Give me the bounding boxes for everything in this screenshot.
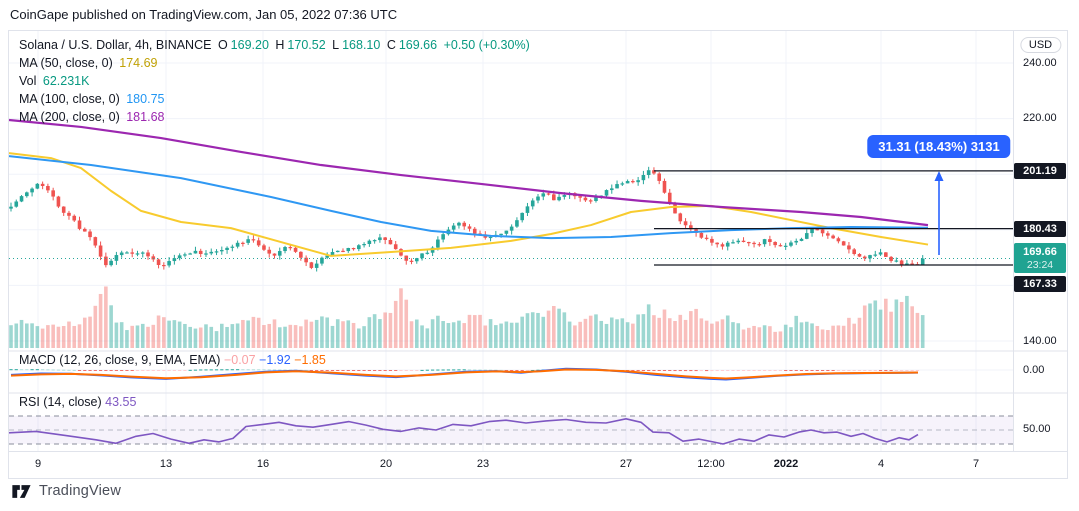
- attribution-text: CoinGape published on TradingView.com, J…: [10, 7, 398, 22]
- legend-ma200-row[interactable]: MA (200, close, 0) 181.68: [19, 108, 533, 126]
- time-tick-label: 4: [877, 458, 885, 470]
- price-level-label: 180.43: [1014, 221, 1066, 237]
- ma100-label: MA (100, close, 0): [19, 92, 120, 106]
- measure-annotation-label: 31.31 (18.43%) 3131: [867, 135, 1011, 158]
- candle-countdown: 23:24: [1026, 259, 1054, 271]
- macd-hist-value: −0.07: [223, 353, 256, 367]
- price-tick-label: 240.00: [1023, 57, 1057, 69]
- ma200-label: MA (200, close, 0): [19, 110, 120, 124]
- legend-volume-row[interactable]: Vol 62.231K: [19, 72, 533, 90]
- low-value: 168.10: [342, 38, 381, 52]
- volume-value: 62.231K: [42, 74, 90, 88]
- time-tick-label: 12:00: [697, 458, 725, 470]
- symbol-title: Solana / U.S. Dollar, 4h, BINANCE: [19, 38, 212, 52]
- rsi-legend[interactable]: RSI (14, close) 43.55: [19, 395, 136, 409]
- price-tick-label: 0.00: [1023, 364, 1045, 376]
- open-label: O: [217, 38, 228, 52]
- chart-legend[interactable]: Solana / U.S. Dollar, 4h, BINANCE O 169.2…: [19, 36, 533, 126]
- legend-symbol-row[interactable]: Solana / U.S. Dollar, 4h, BINANCE O 169.2…: [19, 36, 533, 54]
- rsi-label: RSI (14, close): [19, 395, 102, 409]
- time-tick-label: 13: [159, 458, 173, 470]
- close-value: 169.66: [398, 38, 438, 52]
- time-tick-label: 16: [256, 458, 270, 470]
- time-axis[interactable]: 9 13 16 20 23 27 12:00 2022 4 7: [9, 451, 1067, 478]
- time-tick-label: 27: [619, 458, 633, 470]
- ma50-label: MA (50, close, 0): [19, 56, 113, 70]
- price-tick-label: 220.00: [1023, 112, 1057, 124]
- legend-ma50-row[interactable]: MA (50, close, 0) 174.69: [19, 54, 533, 72]
- change-value: +0.50 (+0.30%): [443, 38, 530, 52]
- current-price-label: 169.66 23:24: [1014, 243, 1066, 273]
- high-label: H: [275, 38, 285, 52]
- low-label: L: [332, 38, 340, 52]
- price-tick-label: 140.00: [1023, 335, 1057, 347]
- high-value: 170.52: [287, 38, 326, 52]
- time-tick-label: 20: [379, 458, 393, 470]
- tradingview-logo-icon: [12, 484, 32, 499]
- current-price-value: 169.66: [1023, 246, 1057, 258]
- ma100-value: 180.75: [126, 92, 165, 106]
- tradingview-attribution[interactable]: TradingView: [12, 483, 121, 499]
- legend-ma100-row[interactable]: MA (100, close, 0) 180.75: [19, 90, 533, 108]
- open-value: 169.20: [230, 38, 269, 52]
- time-tick-label: 2022: [773, 458, 799, 470]
- price-tick-label: 50.00: [1023, 423, 1051, 435]
- time-tick-label: 9: [34, 458, 42, 470]
- time-tick-label: 7: [972, 458, 980, 470]
- volume-label: Vol: [19, 74, 37, 88]
- chart-canvas[interactable]: [9, 31, 1067, 478]
- ma200-value: 181.68: [126, 110, 165, 124]
- close-label: C: [386, 38, 396, 52]
- macd-signal-value: −1.85: [294, 353, 326, 367]
- price-level-label: 201.19: [1014, 163, 1066, 179]
- price-axis[interactable]: USD 240.00 220.00 140.00 0.00 50.00 201.19 18…: [1014, 31, 1067, 451]
- macd-legend[interactable]: MACD (12, 26, close, 9, EMA, EMA) −0.07 …: [19, 353, 326, 367]
- ma50-value: 174.69: [119, 56, 158, 70]
- price-axis-separator: [1013, 31, 1014, 478]
- rsi-value: 43.55: [105, 395, 137, 409]
- macd-line-value: −1.92: [259, 353, 291, 367]
- time-tick-label: 23: [476, 458, 490, 470]
- chart-container: Solana / U.S. Dollar, 4h, BINANCE O 169.2…: [8, 30, 1068, 479]
- tradingview-brand-text: TradingView: [39, 483, 121, 499]
- macd-label: MACD (12, 26, close, 9, EMA, EMA): [19, 353, 221, 367]
- currency-button[interactable]: USD: [1019, 37, 1062, 53]
- price-level-label: 167.33: [1014, 276, 1066, 292]
